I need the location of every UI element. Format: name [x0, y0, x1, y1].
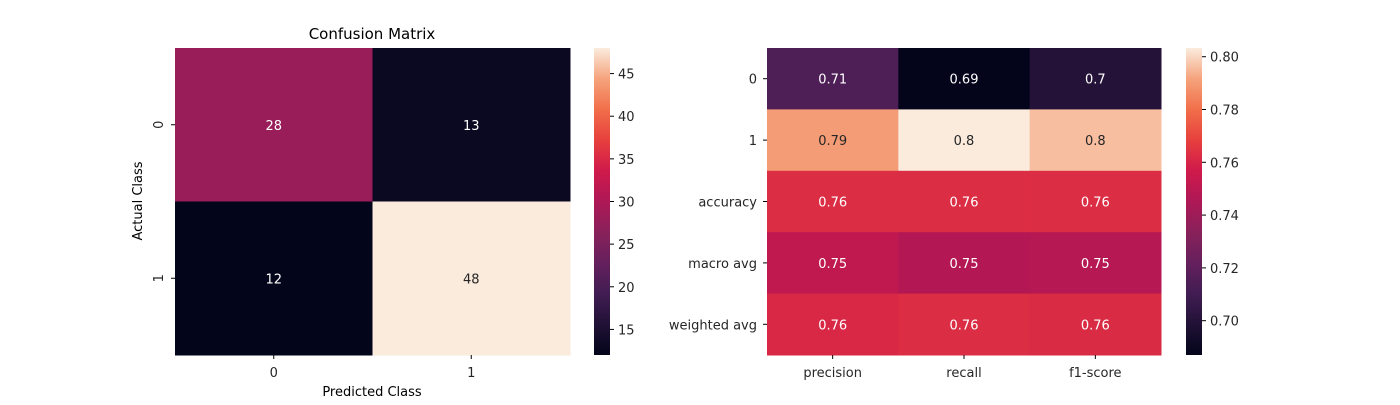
cr-cell-label-r2-c2: 0.76: [1081, 196, 1110, 211]
cm-cell-label-r1-c0: 12: [265, 272, 282, 287]
cr-cell-label-r3-c1: 0.75: [950, 257, 979, 272]
cm-cell-label-r0-c1: 13: [463, 119, 480, 134]
cm-cell-r1-c0: [175, 201, 373, 356]
cm-colorbar-tick-label: 40: [618, 110, 635, 125]
cr-cell-label-r0-c1: 0.69: [950, 73, 979, 88]
cr-cell-r0-c2: [1029, 48, 1162, 110]
cr-cell-label-r1-c2: 0.8: [1085, 134, 1106, 149]
cr-y-tick-label: 1: [749, 134, 757, 149]
cm-colorbar-tick-label: 35: [618, 153, 635, 168]
cm-colorbar-gradient: [594, 48, 610, 355]
chart-title: Confusion Matrix: [309, 25, 436, 43]
cm-x-tick-label: 0: [270, 366, 278, 381]
cr-colorbar-tick-label: 0.70: [1210, 315, 1239, 330]
cr-cell-r4-c1: [898, 293, 1031, 356]
cr-cell-r3-c0: [767, 232, 899, 295]
cm-y-tick-label: 1: [152, 274, 167, 282]
cr-y-tick-label: 0: [749, 73, 757, 88]
cm-cell-r1-c1: [372, 201, 571, 356]
cr-cell-r1-c1: [898, 109, 1031, 172]
cm-colorbar-tick-label: 45: [618, 68, 635, 83]
cr-cell-label-r2-c1: 0.76: [950, 196, 979, 211]
y-axis-ticks: 01: [152, 121, 175, 282]
cr-cell-r0-c0: [767, 48, 899, 110]
cm-cell-r0-c1: [372, 48, 571, 202]
cr-cell-r2-c1: [898, 170, 1031, 233]
cr-cell-r1-c2: [1029, 109, 1162, 172]
cm-colorbar-tick-label: 30: [618, 196, 635, 211]
cr-cell-label-r1-c1: 0.8: [954, 134, 975, 149]
y-axis-label: Actual Class: [131, 161, 146, 240]
x-axis-label: Predicted Class: [322, 385, 422, 400]
cr-cell-r4-c0: [767, 293, 899, 356]
x-axis-ticks: precision recall f1-score: [803, 355, 1122, 381]
cr-colorbar-tick-label: 0.72: [1210, 262, 1239, 277]
cr-cell-label-r4-c1: 0.76: [950, 318, 979, 333]
cm-cell-label-r1-c1: 48: [463, 272, 480, 287]
cr-cell-r0-c1: [898, 48, 1031, 110]
cr-colorbar-gradient: [1186, 48, 1202, 355]
cr-cell-label-r4-c0: 0.76: [818, 318, 847, 333]
cr-x-tick-label: precision: [803, 366, 862, 381]
cm-colorbar-tick-label: 15: [618, 323, 635, 338]
cr-cell-label-r0-c0: 0.71: [818, 73, 847, 88]
cr-cell-label-r1-c0: 0.79: [818, 134, 847, 149]
cr-cell-r2-c2: [1029, 170, 1162, 233]
cr-colorbar-tick-label: 0.74: [1210, 209, 1239, 224]
cr-colorbar-tick-label: 0.76: [1210, 156, 1239, 171]
cr-cell-label-r2-c0: 0.76: [818, 196, 847, 211]
cm-cell-label-r0-c0: 28: [265, 119, 282, 134]
confusion-matrix-colorbar: 15 20 25 30 35 40 45: [594, 48, 635, 355]
cm-colorbar-tick-label: 20: [618, 281, 635, 296]
cr-y-tick-label: accuracy: [698, 196, 757, 211]
cr-cell-r4-c2: [1029, 293, 1162, 356]
cr-cell-r1-c0: [767, 109, 899, 172]
cr-cell-label-r3-c0: 0.75: [818, 257, 847, 272]
cr-y-tick-label: weighted avg: [669, 318, 757, 333]
cr-cell-r2-c0: [767, 170, 899, 233]
y-axis-ticks: 0 1 accuracy macro avg weighted avg: [669, 73, 767, 333]
cr-y-tick-label: macro avg: [688, 257, 757, 272]
cm-y-tick-label: 0: [152, 121, 167, 129]
confusion-matrix-cells: 28 13 12 48: [175, 48, 571, 356]
cr-cell-label-r0-c2: 0.7: [1085, 73, 1106, 88]
classification-report-panel: 0.71 0.69 0.7 0.79 0.8 0.8 0.76 0.76 0.76 0.75 0.7…: [669, 48, 1239, 381]
cr-cell-r3-c1: [898, 232, 1031, 295]
cr-cell-label-r3-c2: 0.75: [1081, 257, 1110, 272]
cr-colorbar-tick-label: 0.78: [1210, 104, 1239, 119]
cr-colorbar-tick-label: 0.80: [1210, 51, 1239, 66]
classification-report-colorbar: 0.70 0.72 0.74 0.76 0.78 0.80: [1186, 48, 1239, 355]
cr-cell-label-r4-c2: 0.76: [1081, 318, 1110, 333]
cm-x-tick-label: 1: [467, 366, 475, 381]
cr-x-tick-label: recall: [946, 366, 981, 381]
classification-report-cells: 0.71 0.69 0.7 0.79 0.8 0.8 0.76 0.76 0.76 0.75 0.7…: [767, 48, 1162, 356]
cr-cell-r3-c2: [1029, 232, 1162, 295]
cm-cell-r0-c0: [175, 48, 373, 202]
cr-x-tick-label: f1-score: [1069, 366, 1121, 381]
cm-colorbar-tick-label: 25: [618, 238, 635, 253]
